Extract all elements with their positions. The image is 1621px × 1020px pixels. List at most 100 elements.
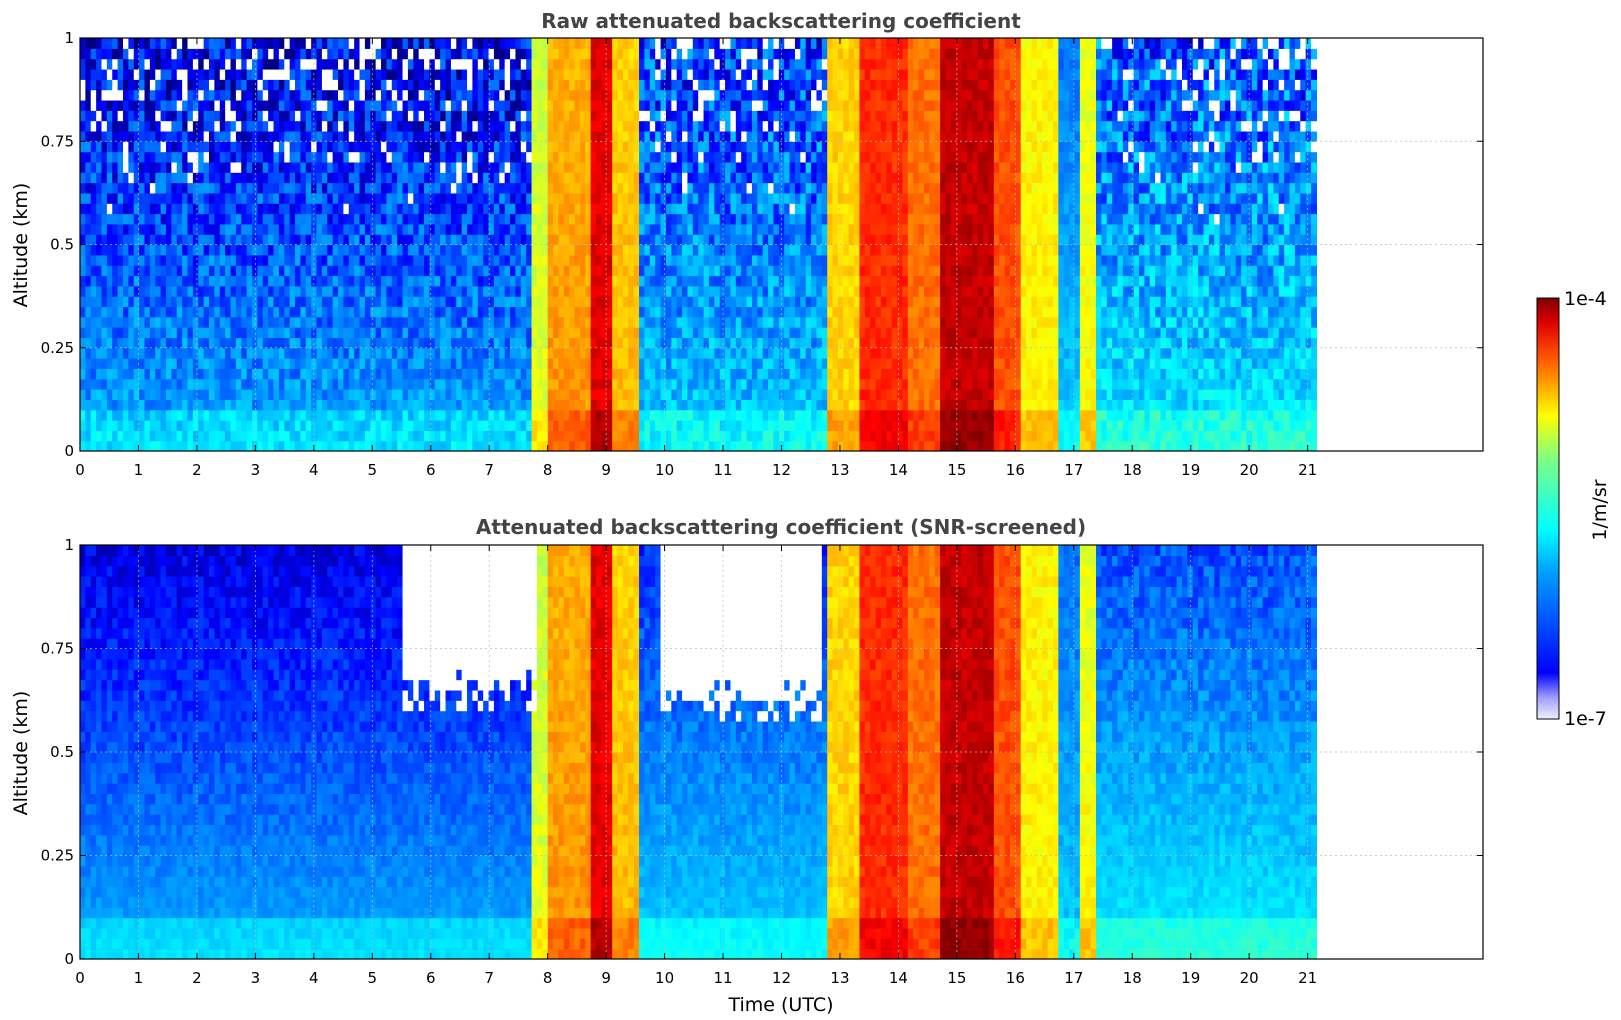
heatmap-cell	[246, 182, 253, 194]
heatmap-cell	[547, 58, 554, 70]
heatmap-cell	[268, 234, 275, 246]
heatmap-cell	[391, 110, 398, 122]
heatmap-cell	[456, 99, 463, 111]
heatmap-cell	[160, 306, 167, 318]
heatmap-cell	[123, 316, 129, 328]
heatmap-cell	[386, 244, 393, 256]
heatmap-cell	[106, 192, 113, 204]
heatmap-cell	[332, 182, 339, 194]
heatmap-cell	[338, 275, 345, 287]
heatmap-cell	[160, 130, 167, 142]
heatmap-cell	[402, 48, 409, 60]
heatmap-cell	[569, 275, 576, 287]
heatmap-cell	[278, 99, 285, 111]
heatmap-cell	[510, 223, 517, 235]
heatmap-cell	[499, 254, 506, 266]
heatmap-cell	[558, 420, 565, 431]
heatmap-cell	[305, 130, 312, 142]
heatmap-cell	[579, 172, 586, 184]
heatmap-cell	[338, 192, 345, 204]
heatmap-cell	[343, 327, 350, 339]
heatmap-cell	[230, 120, 237, 132]
heatmap-cell	[289, 192, 296, 204]
heatmap-cell	[569, 68, 576, 80]
heatmap-cell	[391, 213, 398, 225]
heatmap-cell	[520, 172, 527, 184]
heatmap-cell	[585, 38, 592, 49]
heatmap-cell	[418, 38, 425, 49]
heatmap-cell	[90, 130, 97, 142]
heatmap-cell	[219, 151, 226, 163]
heatmap-cell	[579, 151, 586, 163]
heatmap-cell	[526, 420, 533, 431]
heatmap-cell	[391, 172, 398, 184]
heatmap-cell	[160, 151, 167, 163]
heatmap-cell	[579, 203, 586, 215]
heatmap-cell	[665, 151, 672, 163]
heatmap-cell	[112, 110, 119, 122]
heatmap-cell	[483, 327, 490, 339]
heatmap-cell	[719, 89, 726, 101]
heatmap-cell	[628, 347, 635, 359]
heatmap-cell	[198, 161, 205, 173]
heatmap-cell	[655, 130, 662, 142]
heatmap-cell	[402, 172, 409, 184]
heatmap-cell	[547, 254, 554, 266]
heatmap-cell	[155, 409, 162, 421]
heatmap-cell	[123, 120, 129, 132]
heatmap-cell	[714, 234, 721, 246]
heatmap-cell	[214, 151, 221, 163]
heatmap-cell	[510, 234, 517, 246]
heatmap-cell	[230, 58, 237, 70]
heatmap-cell	[424, 358, 431, 369]
heatmap-cell	[456, 440, 463, 451]
heatmap-cell	[295, 296, 301, 308]
heatmap-cell	[273, 130, 280, 142]
heatmap-cell	[90, 378, 97, 390]
heatmap-cell	[407, 347, 414, 359]
heatmap-cell	[617, 58, 624, 70]
heatmap-cell	[499, 192, 506, 204]
heatmap-cell	[370, 120, 377, 132]
heatmap-cell	[149, 244, 156, 256]
heatmap-cell	[746, 89, 753, 101]
heatmap-cell	[90, 306, 97, 318]
heatmap-cell	[139, 203, 146, 215]
heatmap-cell	[708, 358, 715, 369]
heatmap-cell	[676, 192, 683, 204]
heatmap-cell	[434, 430, 441, 442]
heatmap-cell	[391, 337, 398, 349]
heatmap-cell	[386, 316, 393, 328]
heatmap-cell	[606, 68, 613, 80]
heatmap-cell	[284, 409, 291, 421]
heatmap-cell	[257, 399, 264, 411]
heatmap-cell	[284, 296, 291, 308]
heatmap-cell	[332, 358, 339, 369]
heatmap-cell	[348, 110, 355, 122]
heatmap-cell	[520, 296, 527, 308]
heatmap-cell	[483, 99, 490, 111]
heatmap-cell	[192, 409, 199, 421]
heatmap-cell	[440, 68, 447, 80]
heatmap-cell	[590, 120, 597, 132]
heatmap-cell	[166, 79, 172, 91]
heatmap-cell	[397, 110, 404, 122]
heatmap-cell	[295, 337, 301, 349]
heatmap-cell	[284, 306, 291, 318]
heatmap-cell	[612, 182, 619, 194]
heatmap-cell	[687, 234, 694, 246]
heatmap-cell	[682, 79, 689, 91]
heatmap-cell	[241, 358, 248, 369]
heatmap-cell	[456, 182, 463, 194]
heatmap-cell	[477, 296, 484, 308]
heatmap-cell	[418, 275, 425, 287]
heatmap-cell	[338, 182, 345, 194]
heatmap-cell	[381, 110, 388, 122]
heatmap-cell	[381, 79, 388, 91]
heatmap-cell	[246, 130, 253, 142]
heatmap-cell	[418, 389, 425, 400]
heatmap-cell	[171, 285, 178, 297]
heatmap-cell	[429, 79, 436, 91]
heatmap-cell	[133, 296, 140, 308]
heatmap-cell	[563, 420, 570, 431]
